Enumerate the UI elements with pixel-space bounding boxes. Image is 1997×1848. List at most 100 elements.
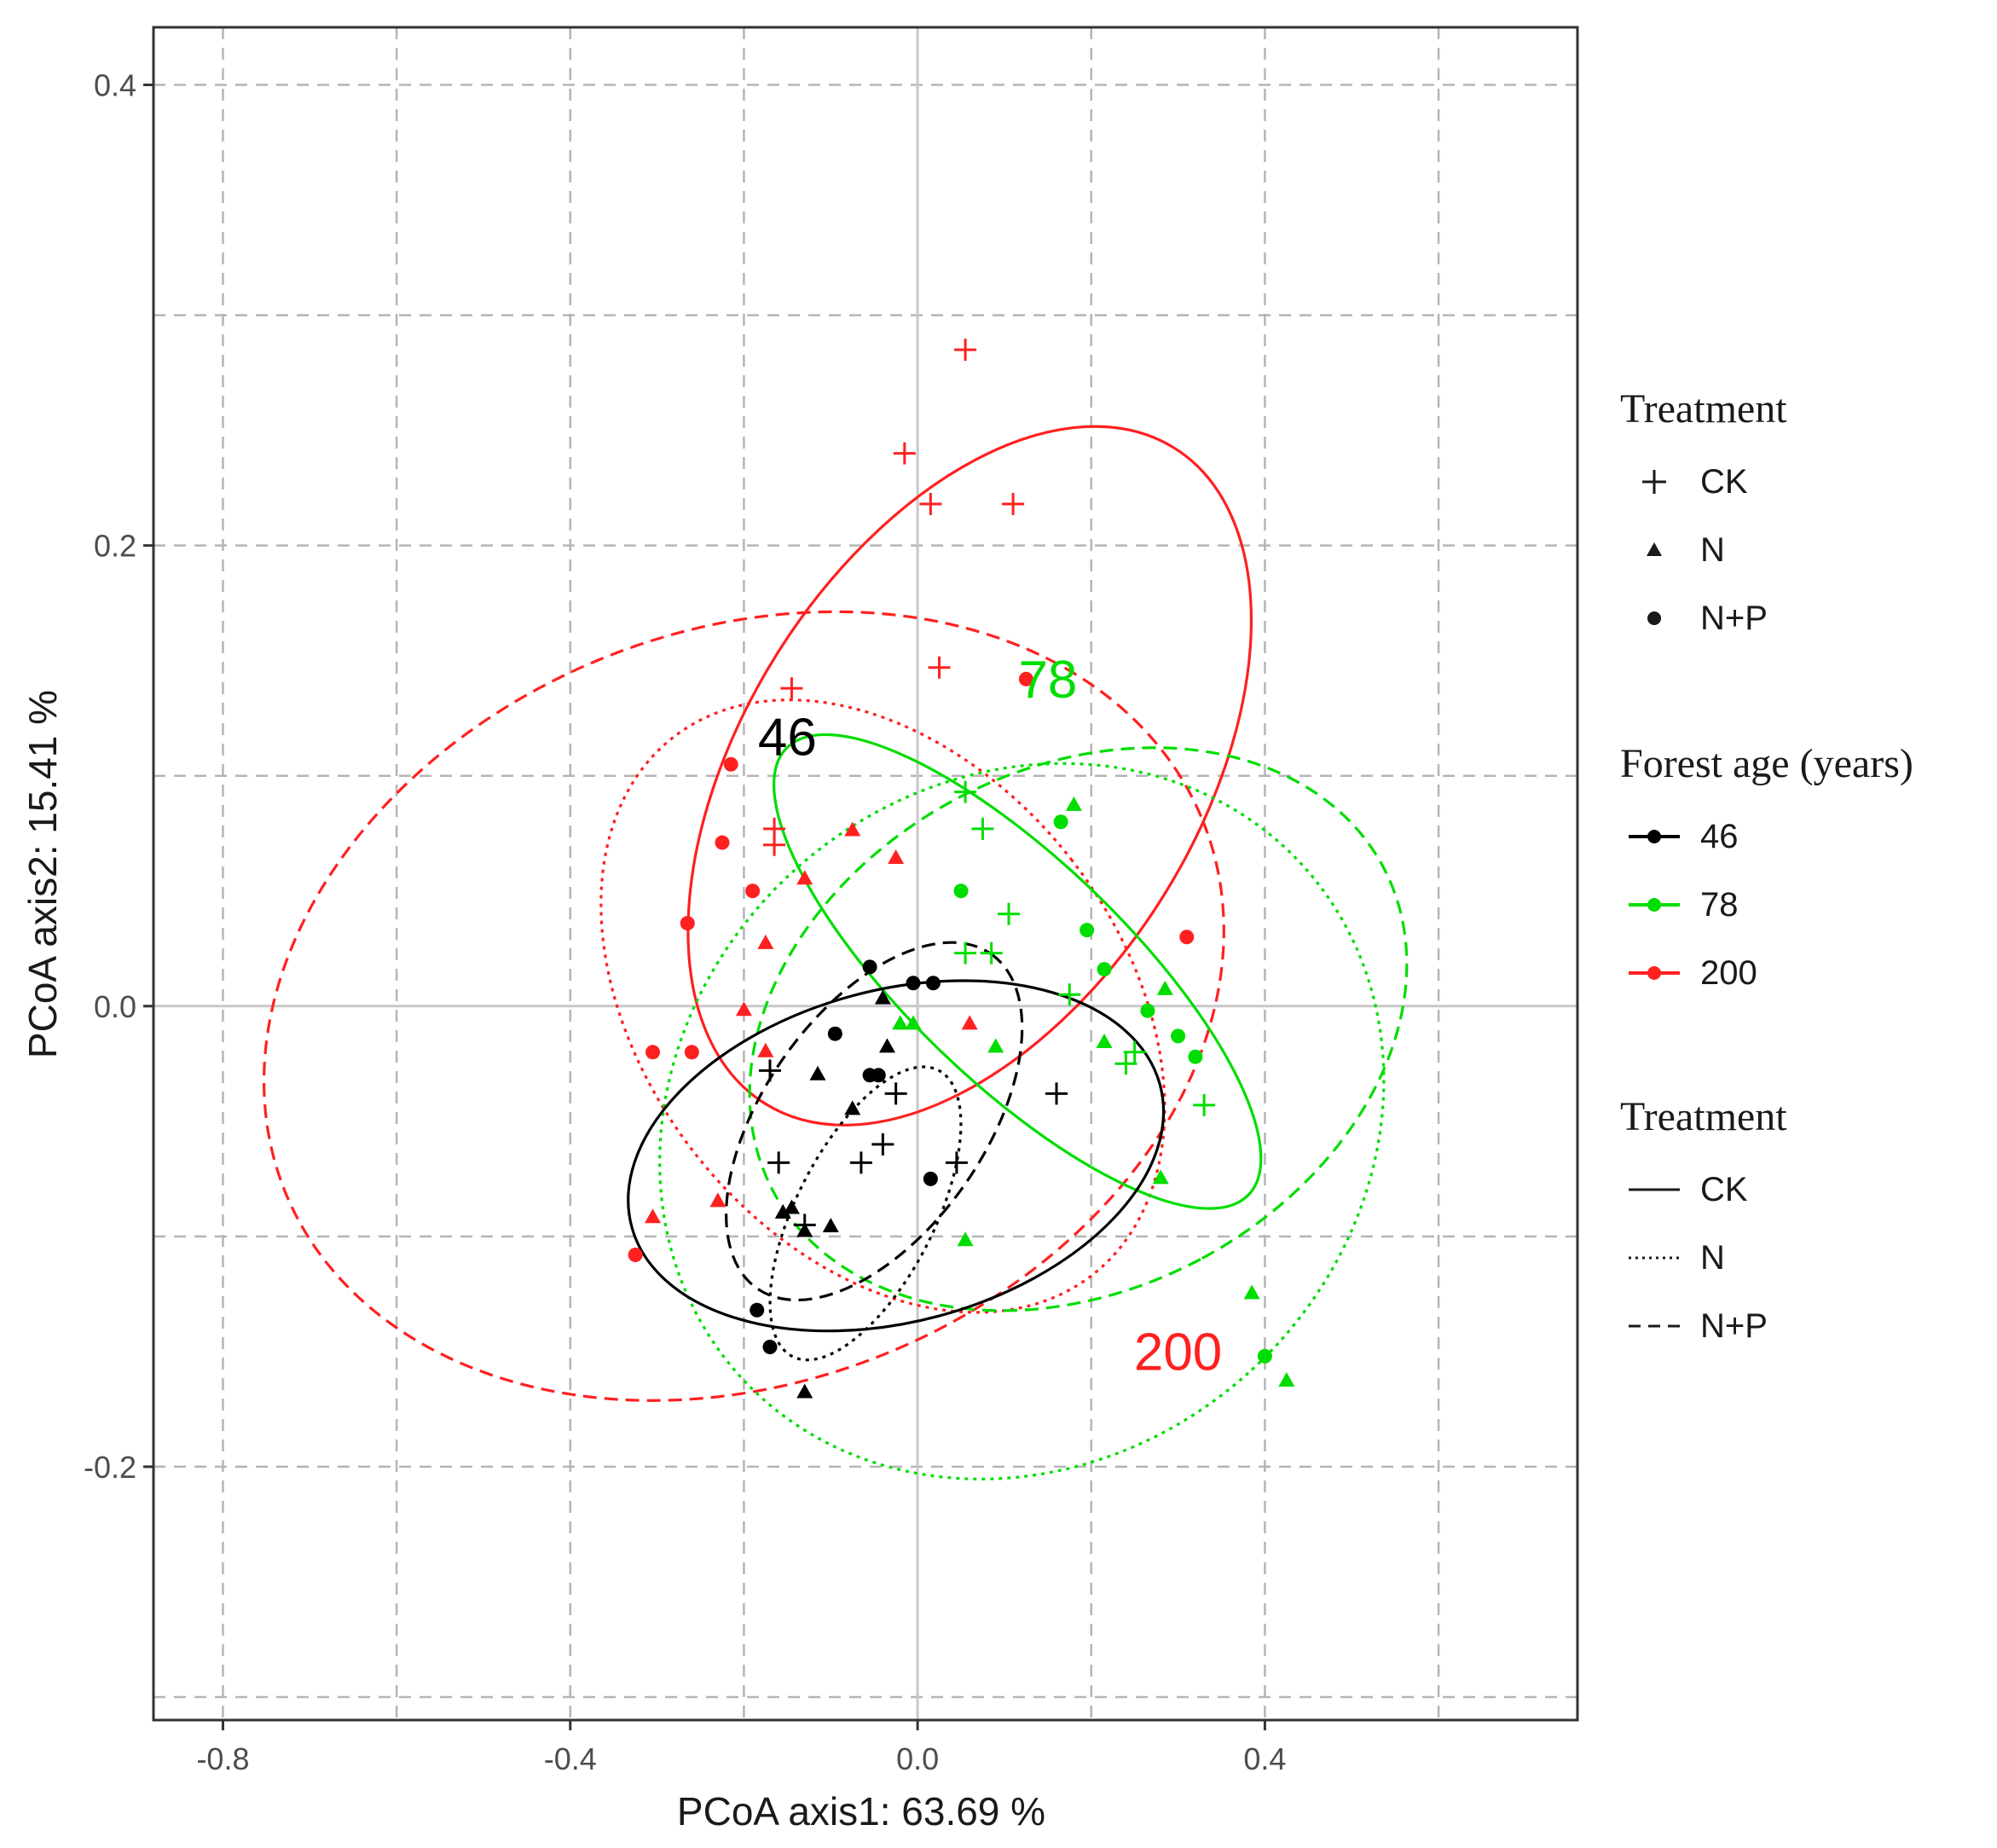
point-78-n <box>905 1015 922 1030</box>
point-46-n <box>796 1383 813 1399</box>
point-78-np <box>1097 962 1112 977</box>
legend-label: CK <box>1700 1170 1748 1208</box>
plot-panel-background <box>153 27 1577 1720</box>
point-78-n <box>1243 1284 1260 1300</box>
point-200-n <box>645 1208 662 1224</box>
point-200-np <box>1018 671 1033 686</box>
legend-label: 78 <box>1700 885 1739 924</box>
x-tick-label: 0.4 <box>1243 1741 1286 1776</box>
point-46-n <box>809 1065 826 1080</box>
point-200-n <box>796 870 813 885</box>
legend-item-np-line: N+P <box>1620 1292 1995 1360</box>
point-46-np <box>750 1302 765 1318</box>
legend-item-np-shape: N+P <box>1620 584 1995 652</box>
point-78-np <box>1171 1028 1186 1044</box>
triangle-icon <box>1647 542 1662 556</box>
point-78-ck <box>954 941 977 965</box>
point-78-n <box>1065 796 1082 811</box>
point-78-n <box>987 1038 1004 1053</box>
point-200-n <box>844 821 861 837</box>
point-78-ck <box>1058 983 1081 1006</box>
point-200-n <box>709 1192 726 1208</box>
point-200-n <box>757 934 774 949</box>
point-200-np <box>745 883 761 899</box>
point-78-n <box>1096 1034 1113 1048</box>
point-78-n <box>892 1015 909 1030</box>
legend-item-age-78: 78 <box>1620 871 1995 939</box>
point-200-n <box>961 1015 978 1030</box>
point-200-np <box>723 756 738 772</box>
ellipse-200-ck <box>686 425 1253 1127</box>
x-axis-title: PCoA axis1: 63.69 % <box>677 1789 1045 1834</box>
point-200-np <box>645 1045 661 1060</box>
legend-label: N+P <box>1700 599 1768 637</box>
legend-label: N <box>1700 530 1725 569</box>
point-78-np <box>1140 1003 1155 1018</box>
plot-panel-border <box>152 26 1579 1722</box>
circle-icon <box>1647 611 1661 625</box>
ellipse-78-ck <box>773 733 1263 1210</box>
point-78-np <box>1188 1049 1203 1064</box>
point-78-np <box>1053 814 1068 830</box>
point-78-np <box>1080 923 1095 938</box>
legend-item-age-46: 46 <box>1620 802 1995 871</box>
point-78-ck <box>980 941 1003 965</box>
point-layer <box>628 339 1295 1399</box>
group-label-78: 78 <box>1018 651 1077 710</box>
point-78-n <box>1156 980 1173 995</box>
plus-icon <box>1642 470 1666 494</box>
point-46-np <box>925 976 941 991</box>
group-label-200: 200 <box>1134 1324 1222 1382</box>
legend-label: N <box>1700 1238 1725 1277</box>
legend-title: Forest age (years) <box>1620 741 1913 786</box>
point-200-n <box>757 1042 774 1057</box>
point-46-n <box>874 989 891 1005</box>
point-46-n <box>774 1203 791 1219</box>
line-point-icon <box>1629 830 1680 843</box>
point-78-np <box>953 883 969 899</box>
y-tick-label: 0.4 <box>94 68 136 103</box>
point-200-ck <box>763 833 786 856</box>
point-200-ck <box>780 677 803 700</box>
point-46-np <box>871 1068 886 1083</box>
legend-item-age-200: 200 <box>1620 939 1995 1007</box>
point-46-ck <box>758 1059 781 1082</box>
point-78-n <box>957 1231 974 1247</box>
point-46-np <box>827 1026 842 1041</box>
point-200-ck <box>954 339 977 362</box>
point-78-ck <box>1193 1093 1216 1116</box>
legend-treatment-line: Treatment CK N N+P <box>1620 1093 1995 1360</box>
legend-label: CK <box>1700 462 1748 501</box>
ellipse-200-n <box>599 698 1166 1314</box>
x-tick-label: -0.4 <box>544 1741 597 1776</box>
y-tick-label: -0.2 <box>84 1450 136 1485</box>
point-46-n <box>783 1199 800 1214</box>
point-200-np <box>628 1247 643 1262</box>
line-point-icon <box>1629 966 1680 980</box>
point-46-n <box>796 1222 813 1237</box>
dashed-line-icon <box>1629 1324 1680 1328</box>
point-78-np <box>1257 1348 1272 1364</box>
legend-item-n-line: N <box>1620 1224 1995 1292</box>
point-46-np <box>906 976 921 991</box>
legend-item-ck-line: CK <box>1620 1156 1995 1224</box>
point-78-ck <box>971 817 994 840</box>
legend-label: N+P <box>1700 1306 1768 1345</box>
ellipse-46-ck <box>627 979 1166 1333</box>
point-200-ck <box>1002 493 1025 516</box>
dotted-line-icon <box>1629 1256 1680 1260</box>
ellipse-200-np <box>262 610 1225 1402</box>
point-200-n <box>888 849 905 864</box>
point-78-n <box>1278 1372 1295 1387</box>
point-200-ck <box>928 656 951 679</box>
axis-layer: -0.8 -0.4 0.0 0.4 -0.2 0.0 0.2 0.4 <box>84 68 1286 1776</box>
legend-label: 46 <box>1700 817 1739 855</box>
point-78-ck <box>1123 1040 1146 1063</box>
legend-item-n-shape: N <box>1620 516 1995 584</box>
x-tick-label: -0.8 <box>196 1741 249 1776</box>
y-tick-label: 0.0 <box>94 989 136 1024</box>
ellipse-46-n <box>768 1065 963 1362</box>
y-tick-label: 0.2 <box>94 529 136 564</box>
point-46-n <box>822 1218 839 1233</box>
